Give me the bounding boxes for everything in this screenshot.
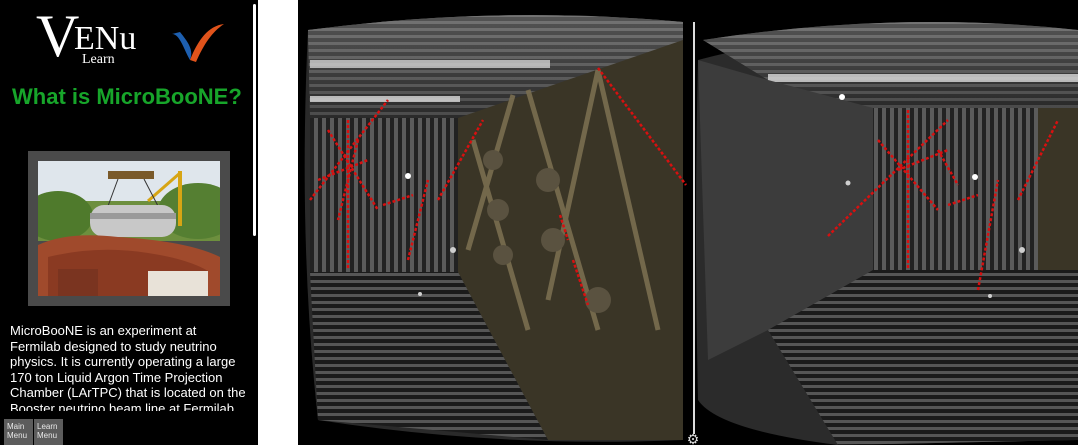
right-eye-view: [696, 22, 1078, 445]
detector-scene: [304, 15, 1078, 445]
description-text: MicroBooNE is an experiment at Fermilab …: [10, 323, 246, 411]
main-menu-button[interactable]: Main Menu: [4, 419, 33, 445]
page-title: What is MicroBooNE?: [12, 84, 242, 109]
venu-logo: V ENu Learn: [36, 6, 236, 74]
sidebar: V ENu Learn What is MicroBooNE?: [0, 0, 258, 445]
swoosh-icon: [172, 24, 224, 62]
vr-stereo-view[interactable]: ⚙: [298, 0, 1078, 447]
logo-letter-v: V: [36, 3, 80, 69]
scrollbar[interactable]: [253, 4, 256, 236]
logo-text: ENu: [74, 20, 137, 57]
left-eye-view: [304, 15, 687, 442]
microboone-photo: [28, 151, 230, 306]
learn-menu-button[interactable]: Learn Menu: [34, 419, 63, 445]
gear-icon[interactable]: ⚙: [686, 431, 700, 447]
logo-subtitle: Learn: [82, 52, 115, 67]
stereo-divider: [693, 22, 695, 434]
